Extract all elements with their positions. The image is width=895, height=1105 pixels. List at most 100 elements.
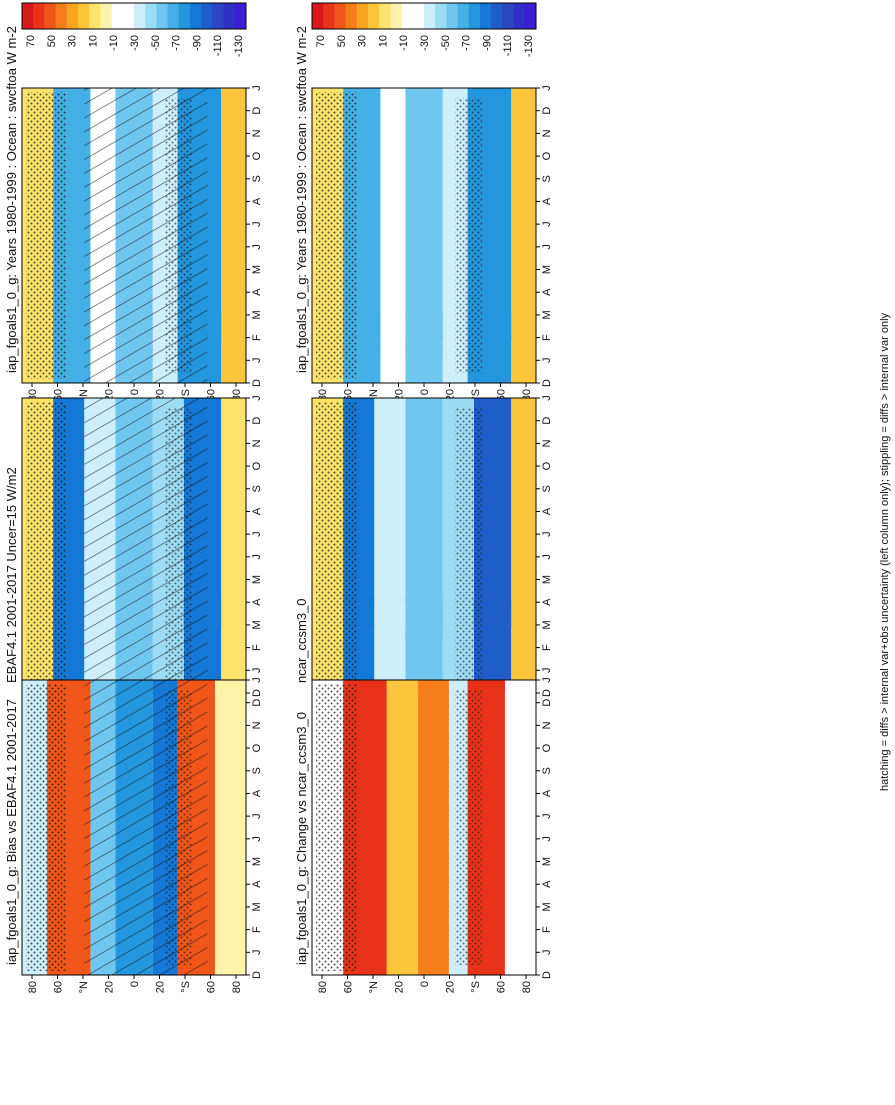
month-tick-label: A (251, 789, 263, 797)
colorbar-tick-label: 70 (315, 35, 327, 47)
heatmap-band (417, 680, 449, 975)
latitude-tick-label: °N (78, 981, 90, 993)
colorbar-swatch (312, 3, 324, 29)
latitude-tick-label: °N (368, 981, 380, 993)
colorbar-swatch (356, 3, 369, 29)
month-tick-label: J (541, 677, 553, 683)
month-tick-label: M (541, 857, 553, 866)
month-tick-label: J (541, 836, 553, 842)
month-tick-label: M (541, 310, 553, 319)
month-tick-label: S (251, 485, 263, 492)
colorbar-swatch (89, 3, 101, 29)
heatmap-band (386, 680, 418, 975)
month-tick-label: D (251, 699, 263, 707)
panel-title: iap_fgoals1_0_g: Change vs ncar_ccsm3_0 (294, 712, 309, 965)
latitude-tick-label: °S (180, 389, 192, 401)
month-tick-label: A (251, 598, 263, 606)
month-tick-label: J (541, 244, 553, 250)
colorbar-swatch (379, 3, 391, 29)
month-tick-label: J (251, 395, 263, 401)
colorbar-swatch (44, 3, 56, 29)
colorbar-tick-label: 50 (336, 35, 348, 47)
month-tick-label: M (541, 265, 553, 274)
latitude-tick-label: °S (180, 981, 192, 993)
month-tick-label: F (541, 644, 553, 651)
colorbar-tick-label: -50 (150, 35, 162, 51)
panel-model-right: 80 60 °N 20 0 20 °S 60 80DJFMAMJJASONDJiap_fgoal… (294, 26, 553, 401)
panel-title: EBAF4.1 2001-2017 Uncer=15 W/m2 (4, 467, 19, 683)
month-tick-label: J (541, 221, 553, 227)
colorbar-swatch (178, 3, 191, 29)
month-tick-label: J (251, 221, 263, 227)
month-tick-label: F (251, 926, 263, 933)
month-tick-label: M (541, 620, 553, 629)
month-tick-label: M (251, 265, 263, 274)
colorbar-tick-label: -10 (108, 35, 120, 51)
colorbar-swatch (446, 3, 458, 29)
colorbar-tick-label: 50 (46, 35, 58, 47)
colorbar-swatch (513, 3, 526, 29)
colorbar-swatch (524, 3, 537, 29)
colorbar-tick-label: -10 (398, 35, 410, 51)
latitude-tick-label: 80 (317, 981, 329, 993)
hatching-overlay (84, 680, 208, 975)
latitude-tick-label: 0 (129, 389, 141, 395)
latitude-tick-label: 60 (53, 981, 65, 993)
month-tick-label: F (251, 334, 263, 341)
heatmap-band (380, 88, 406, 383)
month-tick-label: A (541, 507, 553, 515)
colorbar-tick-label: -90 (481, 35, 493, 51)
month-tick-label: F (541, 334, 553, 341)
colorbar-swatch (468, 3, 481, 29)
latitude-tick-label: 60 (206, 981, 218, 993)
month-tick-label: O (251, 151, 263, 160)
month-tick-label: F (251, 644, 263, 651)
heatmap-band (221, 398, 246, 693)
colorbar-swatch (457, 3, 470, 29)
stippling-overlay (26, 92, 67, 379)
month-tick-label: D (541, 107, 553, 115)
colorbar-tick-label: -70 (461, 35, 473, 51)
month-tick-label: J (541, 554, 553, 560)
colorbar-swatch (491, 3, 503, 29)
hatching-overlay (84, 398, 208, 693)
colorbar-swatch (145, 3, 157, 29)
panel-change: 80 60 °N 20 0 20 °S 60 80DJFMAMJJASONDJiap_fgoal… (294, 677, 553, 993)
colorbar-swatch (78, 3, 90, 29)
heatmap-band (405, 88, 443, 383)
colorbar-row1-left: 70 50 30 10 -10 -30 -50 -70 -90 -110 -130 (21, 2, 247, 57)
colorbar-swatch (212, 3, 224, 29)
stippling-overlay (455, 690, 482, 965)
colorbar-swatch (55, 3, 68, 29)
month-tick-label: D (251, 417, 263, 425)
month-tick-label: A (541, 789, 553, 797)
colorbar-tick-label: 30 (67, 35, 79, 47)
month-tick-label: J (541, 950, 553, 956)
month-tick-label: J (541, 395, 553, 401)
colorbar-swatch (156, 3, 168, 29)
latitude-tick-label: 20 (104, 981, 116, 993)
month-tick-label: O (541, 151, 553, 160)
month-tick-label: J (251, 531, 263, 537)
month-tick-label: M (251, 902, 263, 911)
month-tick-label: D (251, 971, 263, 979)
latitude-tick-label: 0 (419, 389, 431, 395)
month-tick-label: D (251, 107, 263, 115)
colorbar-swatch (223, 3, 236, 29)
stippling-overlay (455, 408, 482, 683)
heatmap-band (221, 88, 246, 383)
month-tick-label: N (541, 129, 553, 137)
stippling-overlay (455, 98, 482, 373)
stippling-overlay (316, 92, 357, 379)
colorbar-tick-label: -130 (523, 35, 535, 57)
month-tick-label: A (541, 880, 553, 888)
colorbar-swatch (323, 3, 335, 29)
colorbar-tick-label: 10 (87, 35, 99, 47)
latitude-tick-label: 20 (394, 981, 406, 993)
month-tick-label: J (251, 244, 263, 250)
latitude-tick-label: 80 (27, 981, 39, 993)
month-tick-label: D (541, 417, 553, 425)
hatching-overlay (84, 88, 208, 383)
month-tick-label: J (251, 813, 263, 819)
stippling-overlay (26, 684, 67, 971)
